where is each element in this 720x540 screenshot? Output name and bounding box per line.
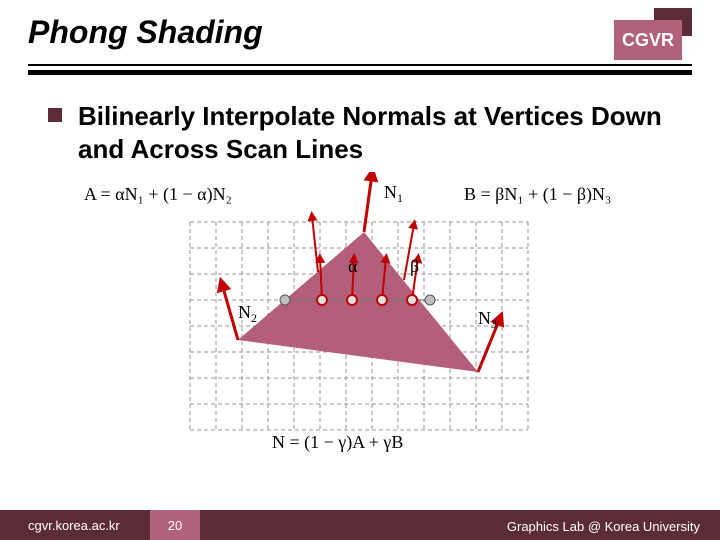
equation-A: A = αN₁ + (1 − α)N₂ <box>84 184 232 205</box>
bullet-text: Bilinearly Interpolate Normals at Vertic… <box>78 100 692 165</box>
bullet-item: Bilinearly Interpolate Normals at Vertic… <box>48 100 692 165</box>
bullet-square-icon <box>48 108 62 122</box>
svg-text:N2: N2 <box>238 302 257 325</box>
logo: CGVR <box>614 8 692 62</box>
svg-text:β: β <box>410 256 419 276</box>
svg-text:α: α <box>348 256 358 276</box>
footer-url: cgvr.korea.ac.kr <box>28 518 120 533</box>
header-rule-thin <box>28 64 692 66</box>
phong-diagram: A = αN₁ + (1 − α)N₂ B = βN₁ + (1 − β)N₃ … <box>60 172 660 466</box>
diagram-svg: N1 N2 N3 α β <box>60 172 660 466</box>
footer-credit: Graphics Lab @ Korea University <box>507 519 700 534</box>
page-title: Phong Shading <box>28 14 263 51</box>
equation-B: B = βN₁ + (1 − β)N₃ <box>464 184 611 205</box>
logo-text: CGVR <box>614 20 682 60</box>
svg-text:N1: N1 <box>384 182 403 205</box>
header-rule-thick <box>28 70 692 75</box>
equation-N: N = (1 − γ)A + γB <box>272 432 403 453</box>
page-number: 20 <box>150 510 200 540</box>
svg-text:N3: N3 <box>478 308 497 331</box>
